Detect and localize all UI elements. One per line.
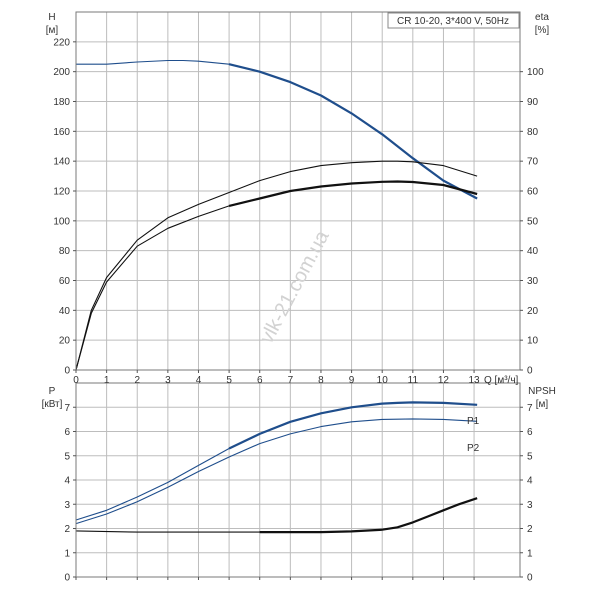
series-label-p2: P2 bbox=[467, 443, 480, 454]
bottom-series-2-operating-range bbox=[259, 497, 478, 534]
top-series-0-operating-range bbox=[228, 63, 478, 200]
top-y-left-tick-label: 40 bbox=[59, 306, 71, 317]
top-y-left-tick-label: 140 bbox=[53, 157, 70, 168]
bottom-y-right-tick-label: 0 bbox=[527, 573, 533, 584]
bottom-right-axis-unit: [м] bbox=[536, 399, 549, 410]
top-y-left-tick-label: 20 bbox=[59, 336, 71, 347]
top-x-tick-label: 10 bbox=[377, 375, 389, 386]
bottom-y-left-tick-label: 1 bbox=[64, 548, 70, 559]
top-y-left-tick-label: 220 bbox=[53, 37, 70, 48]
bottom-y-right-tick-label: 2 bbox=[527, 524, 533, 535]
bottom-series-2-line bbox=[75, 497, 478, 533]
top-y-right-tick-label: 70 bbox=[527, 157, 539, 168]
top-left-axis-unit: [м] bbox=[46, 25, 59, 36]
top-panel-grid bbox=[75, 12, 520, 371]
top-x-tick-label: 5 bbox=[226, 375, 232, 386]
top-y-right-tick-label: 0 bbox=[527, 366, 533, 377]
bottom-y-right-tick-label: 6 bbox=[527, 427, 533, 438]
bottom-series-0-operating-range bbox=[228, 401, 478, 450]
bottom-y-left-tick-label: 4 bbox=[64, 476, 70, 487]
top-series-0-line bbox=[76, 59, 478, 199]
top-right-axis-unit: [%] bbox=[535, 25, 550, 36]
top-x-tick-label: 9 bbox=[349, 375, 355, 386]
top-x-tick-label: 6 bbox=[257, 375, 263, 386]
bottom-y-left-tick-label: 7 bbox=[64, 403, 70, 414]
bottom-y-left-tick-label: 3 bbox=[64, 500, 70, 511]
top-x-tick-label: 12 bbox=[438, 375, 450, 386]
bottom-y-left-tick-label: 2 bbox=[64, 524, 70, 535]
top-x-tick-label: 7 bbox=[288, 375, 294, 386]
bottom-panel-grid bbox=[75, 383, 520, 578]
top-x-tick-label: 8 bbox=[318, 375, 324, 386]
top-panel-ticks: 0 1 2 3 4 5 6 7 8 9 10 11 12 130204060801001201401601… bbox=[53, 37, 544, 386]
bottom-series-1-line bbox=[75, 418, 478, 525]
bottom-y-right-tick-label: 3 bbox=[527, 500, 533, 511]
top-y-right-tick-label: 100 bbox=[527, 67, 544, 78]
top-y-right-tick-label: 80 bbox=[527, 127, 539, 138]
top-y-right-tick-label: 30 bbox=[527, 276, 539, 287]
watermark-text: vlk-21.com.ua bbox=[256, 226, 334, 347]
top-y-left-tick-label: 120 bbox=[53, 187, 70, 198]
top-y-left-tick-label: 200 bbox=[53, 67, 70, 78]
top-y-right-tick-label: 20 bbox=[527, 306, 539, 317]
top-series-2-operating-range bbox=[228, 180, 478, 207]
top-y-right-tick-label: 60 bbox=[527, 187, 539, 198]
top-x-tick-label: 11 bbox=[408, 375, 419, 386]
top-y-left-tick-label: 80 bbox=[59, 246, 71, 257]
bottom-left-axis-unit: [кВт] bbox=[42, 399, 63, 410]
top-left-axis-title: H bbox=[48, 12, 55, 23]
top-series-1-line bbox=[75, 160, 478, 371]
bottom-y-right-tick-label: 5 bbox=[527, 451, 533, 462]
bottom-right-axis-title: NPSH bbox=[528, 386, 556, 397]
top-x-tick-label: 4 bbox=[196, 375, 202, 386]
top-y-left-tick-label: 0 bbox=[64, 366, 70, 377]
bottom-y-left-tick-label: 0 bbox=[64, 573, 70, 584]
bottom-y-right-tick-label: 7 bbox=[527, 403, 533, 414]
top-y-left-tick-label: 160 bbox=[53, 127, 70, 138]
header-box bbox=[387, 12, 520, 29]
top-y-left-tick-label: 100 bbox=[53, 216, 70, 227]
bottom-y-left-tick-label: 5 bbox=[64, 451, 70, 462]
top-y-right-tick-label: 50 bbox=[527, 216, 539, 227]
series-label-p1: P1 bbox=[467, 416, 480, 427]
top-x-tick-label: 2 bbox=[134, 375, 140, 386]
bottom-left-axis-title: P bbox=[49, 386, 56, 397]
top-y-right-tick-label: 90 bbox=[527, 97, 539, 108]
top-right-axis-title: eta bbox=[535, 12, 549, 23]
top-x-tick-label: 0 bbox=[73, 375, 79, 386]
top-panel-curves bbox=[75, 59, 478, 371]
top-x-tick-label: 1 bbox=[104, 375, 110, 386]
top-y-left-tick-label: 180 bbox=[53, 97, 70, 108]
top-y-right-tick-label: 40 bbox=[527, 246, 539, 257]
header-box-text: CR 10-20, 3*400 V, 50Hz bbox=[397, 16, 509, 27]
top-x-axis-label: Q [м³/ч] bbox=[484, 375, 519, 386]
bottom-y-right-tick-label: 4 bbox=[527, 476, 533, 487]
bottom-panel-curves bbox=[75, 401, 478, 534]
top-y-right-tick-label: 10 bbox=[527, 336, 539, 347]
bottom-y-left-tick-label: 6 bbox=[64, 427, 70, 438]
bottom-y-right-tick-label: 1 bbox=[527, 548, 533, 559]
bottom-panel-ticks: 0 1 2 3 4 5 6 7 0 1 2 3 4 5 6 7 bbox=[64, 403, 533, 584]
top-x-tick-label: 13 bbox=[469, 375, 481, 386]
top-x-tick-label: 3 bbox=[165, 375, 171, 386]
top-y-left-tick-label: 60 bbox=[59, 276, 71, 287]
